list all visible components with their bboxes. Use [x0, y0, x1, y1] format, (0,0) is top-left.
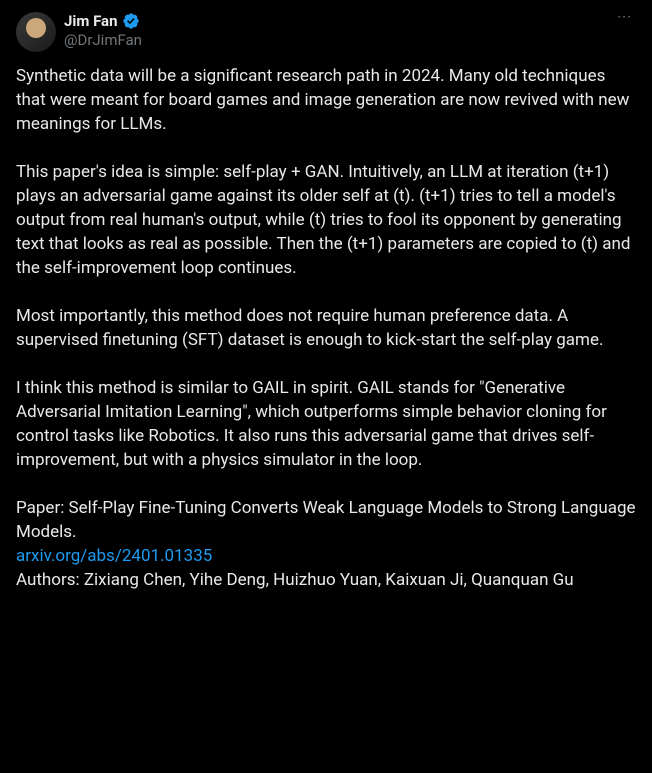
paragraph: Most importantly, this method does not r… — [16, 304, 636, 352]
paragraph: Authors: Zixiang Chen, Yihe Deng, Huizhu… — [16, 568, 636, 592]
name-block: Jim Fan @DrJimFan — [64, 12, 142, 50]
name-row: Jim Fan — [64, 12, 142, 31]
handle[interactable]: @DrJimFan — [64, 31, 142, 50]
more-button[interactable]: ··· — [613, 8, 636, 26]
tweet-body: Synthetic data will be a significant res… — [16, 64, 636, 592]
paragraph: I think this method is similar to GAIL i… — [16, 376, 636, 472]
avatar[interactable] — [16, 12, 56, 52]
paragraph: This paper's idea is simple: self-play +… — [16, 160, 636, 280]
author-block[interactable]: Jim Fan @DrJimFan — [16, 12, 142, 52]
tweet-header: Jim Fan @DrJimFan ··· — [16, 12, 636, 52]
paragraph: Paper: Self-Play Fine-Tuning Converts We… — [16, 496, 636, 544]
verified-badge-icon — [122, 12, 140, 30]
display-name[interactable]: Jim Fan — [64, 12, 118, 31]
paper-link[interactable]: arxiv.org/abs/2401.01335 — [16, 546, 212, 566]
paragraph: Synthetic data will be a significant res… — [16, 64, 636, 136]
tweet: Jim Fan @DrJimFan ··· Synthetic data wil… — [0, 0, 652, 604]
